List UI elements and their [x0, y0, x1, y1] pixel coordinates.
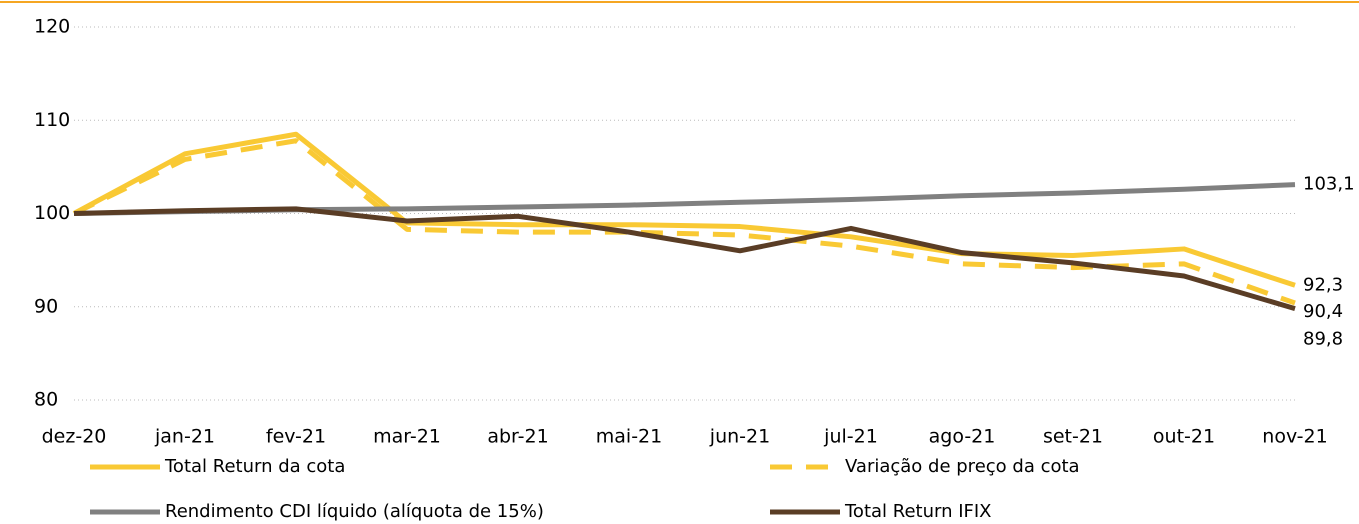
x-tick-label: nov-21 — [1262, 426, 1327, 448]
y-tick-label: 100 — [34, 202, 70, 224]
x-tick-label: mar-21 — [373, 426, 441, 448]
y-tick-label: 80 — [34, 389, 58, 411]
x-tick-label: jan-21 — [154, 426, 215, 448]
x-tick-label: jul-21 — [823, 426, 878, 448]
data-label: 92,3 — [1303, 274, 1343, 295]
x-tick-label: fev-21 — [266, 426, 326, 448]
y-tick-label: 90 — [34, 295, 58, 317]
x-tick-label: ago-21 — [929, 426, 996, 448]
x-tick-label: dez-20 — [42, 426, 107, 448]
legend-label: Variação de preço da cota — [845, 456, 1080, 477]
series-line — [72, 138, 1296, 306]
x-tick-label: mai-21 — [596, 426, 662, 448]
legend-label: Total Return da cota — [164, 456, 345, 477]
x-tick-label: out-21 — [1153, 426, 1215, 448]
data-label: 89,8 — [1303, 329, 1343, 350]
y-tick-label: 120 — [34, 16, 70, 38]
x-tick-label: jun-21 — [709, 426, 770, 448]
data-label: 90,4 — [1303, 301, 1343, 322]
legend-label: Rendimento CDI líquido (alíquota de 15%) — [165, 501, 544, 522]
series-line — [73, 206, 1296, 312]
series-line — [72, 131, 1296, 288]
x-tick-label: set-21 — [1043, 426, 1103, 448]
legend-label: Total Return IFIX — [844, 501, 992, 522]
x-tick-label: abr-21 — [487, 426, 548, 448]
data-label: 103,1 — [1303, 174, 1355, 195]
y-tick-label: 110 — [34, 109, 70, 131]
